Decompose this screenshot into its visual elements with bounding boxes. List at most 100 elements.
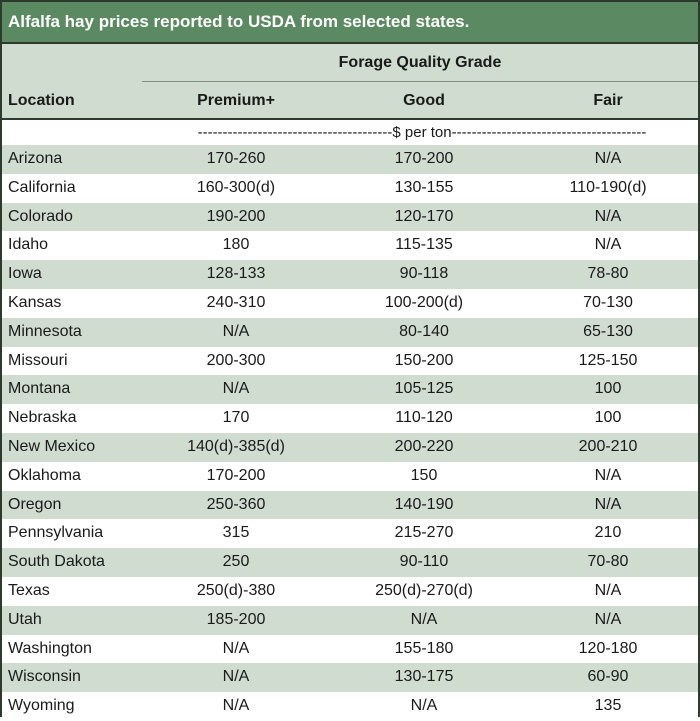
premium-price-cell: 250	[222, 553, 250, 571]
group-header: Forage Quality Grade	[338, 54, 502, 71]
location-cell: Missouri	[8, 351, 68, 369]
table-row: Oklahoma 170-200 150 N/A	[2, 461, 698, 491]
column-header-fair: Fair	[593, 92, 623, 109]
fair-price-cell: N/A	[594, 236, 622, 254]
fair-price-cell: 60-90	[587, 668, 629, 686]
good-price-cell: 90-118	[399, 265, 449, 283]
location-cell: Idaho	[8, 236, 49, 254]
location-cell: Texas	[8, 581, 50, 599]
good-price-cell: 80-140	[399, 322, 449, 340]
table-title: Alfalfa hay prices reported to USDA from…	[2, 2, 698, 44]
fair-price-cell: 210	[594, 524, 622, 542]
location-cell: Wisconsin	[8, 668, 81, 686]
table-row: New Mexico 140(d)-385(d) 200-220 200-210	[2, 432, 698, 462]
column-header-good: Good	[403, 92, 445, 109]
premium-price-cell: 200-300	[206, 351, 266, 369]
table-row: Montana N/A 105-125 100	[2, 375, 698, 405]
table-row: Nebraska 170 110-120 100	[2, 404, 698, 433]
location-cell: Pennsylvania	[8, 524, 104, 542]
good-price-cell: 100-200(d)	[384, 293, 464, 311]
premium-price-cell: N/A	[222, 380, 250, 398]
table-row: Pennsylvania 315 215-270 210	[2, 519, 698, 549]
table-row: Missouri 200-300 150-200 125-150	[2, 346, 698, 376]
location-cell: Utah	[8, 610, 42, 628]
location-cell: Oklahoma	[8, 466, 81, 484]
location-cell: Wyoming	[8, 697, 75, 715]
good-price-cell: 115-135	[395, 236, 453, 254]
table-row: Oregon 250-360 140-190 N/A	[2, 490, 698, 520]
fair-price-cell: N/A	[594, 150, 622, 167]
table-body: Arizona 170-260 170-200 N/A California 160-30…	[2, 145, 698, 721]
premium-price-cell: N/A	[222, 322, 250, 340]
location-cell: Oregon	[8, 495, 62, 513]
fair-price-cell: 70-130	[583, 293, 633, 311]
table-row: Minnesota N/A 80-140 65-130	[2, 317, 698, 347]
table-row: Washington N/A 155-180 120-180	[2, 634, 698, 664]
location-cell: Kansas	[8, 293, 62, 311]
table-row: Idaho 180 115-135 N/A	[2, 231, 698, 261]
table-row: Wyoming N/A N/A 135	[2, 692, 698, 721]
premium-price-cell: 170	[222, 409, 250, 427]
premium-price-cell: 180	[222, 236, 250, 254]
good-price-cell: 110-120	[395, 409, 453, 427]
premium-price-cell: 160-300(d)	[196, 178, 276, 196]
good-price-cell: 155-180	[394, 639, 454, 657]
table-row: Arizona 170-260 170-200 N/A	[2, 145, 698, 174]
fair-price-cell: N/A	[594, 207, 622, 225]
good-price-cell: 130-175	[394, 668, 454, 686]
good-price-cell: 200-220	[394, 437, 454, 455]
group-header-rule	[142, 81, 698, 82]
premium-price-cell: 170-260	[206, 150, 266, 167]
table-row: California 160-300(d) 130-155 110-190(d)	[2, 173, 698, 203]
premium-price-cell: N/A	[222, 668, 250, 686]
fair-price-cell: 100	[594, 409, 622, 427]
good-price-cell: 170-200	[394, 150, 454, 167]
location-cell: Montana	[8, 380, 71, 398]
location-cell: Washington	[8, 639, 92, 657]
good-price-cell: N/A	[410, 610, 438, 628]
fair-price-cell: 125-150	[578, 351, 638, 369]
premium-price-cell: 240-310	[206, 293, 266, 311]
fair-price-cell: N/A	[594, 581, 622, 599]
table-header: Forage Quality Grade Location Premium+ G…	[2, 44, 698, 120]
premium-price-cell: 170-200	[206, 466, 266, 484]
location-cell: South Dakota	[8, 553, 105, 571]
fair-price-cell: 120-180	[578, 639, 638, 657]
good-price-cell: 105-125	[394, 380, 454, 398]
location-cell: Minnesota	[8, 322, 82, 340]
unit-row: ---------------------------------------$…	[2, 120, 698, 145]
table-row: Colorado 190-200 120-170 N/A	[2, 202, 698, 232]
table-row: South Dakota 250 90-110 70-80	[2, 548, 698, 577]
good-price-cell: 140-190	[394, 495, 454, 513]
location-cell: Iowa	[8, 265, 42, 283]
fair-price-cell: N/A	[594, 466, 622, 484]
premium-price-cell: 250(d)-380	[196, 581, 276, 599]
location-cell: Colorado	[8, 207, 73, 225]
premium-price-cell: 140(d)-385(d)	[187, 437, 285, 455]
premium-price-cell: N/A	[222, 697, 250, 715]
good-price-cell: 130-155	[394, 178, 454, 196]
table-row: Wisconsin N/A 130-175 60-90	[2, 663, 698, 693]
location-header: Location	[8, 92, 75, 109]
good-price-cell: 90-110	[399, 553, 449, 571]
location-cell: Arizona	[8, 150, 63, 167]
table-row: Iowa 128-133 90-118 78-80	[2, 260, 698, 289]
fair-price-cell: N/A	[594, 610, 622, 628]
fair-price-cell: N/A	[594, 495, 622, 513]
fair-price-cell: 110-190(d)	[569, 178, 647, 196]
table-row: Kansas 240-310 100-200(d) 70-130	[2, 288, 698, 318]
location-cell: Nebraska	[8, 409, 77, 427]
location-cell: New Mexico	[8, 437, 96, 455]
premium-price-cell: 128-133	[206, 265, 266, 283]
premium-price-cell: 185-200	[206, 610, 266, 628]
good-price-cell: 150	[410, 466, 438, 484]
column-header-premium: Premium+	[197, 92, 275, 109]
fair-price-cell: 135	[594, 697, 622, 715]
good-price-cell: 215-270	[394, 524, 454, 542]
fair-price-cell: 65-130	[583, 322, 633, 340]
good-price-cell: N/A	[410, 697, 438, 715]
fair-price-cell: 78-80	[587, 265, 629, 283]
location-cell: California	[8, 178, 76, 196]
premium-price-cell: N/A	[222, 639, 250, 657]
